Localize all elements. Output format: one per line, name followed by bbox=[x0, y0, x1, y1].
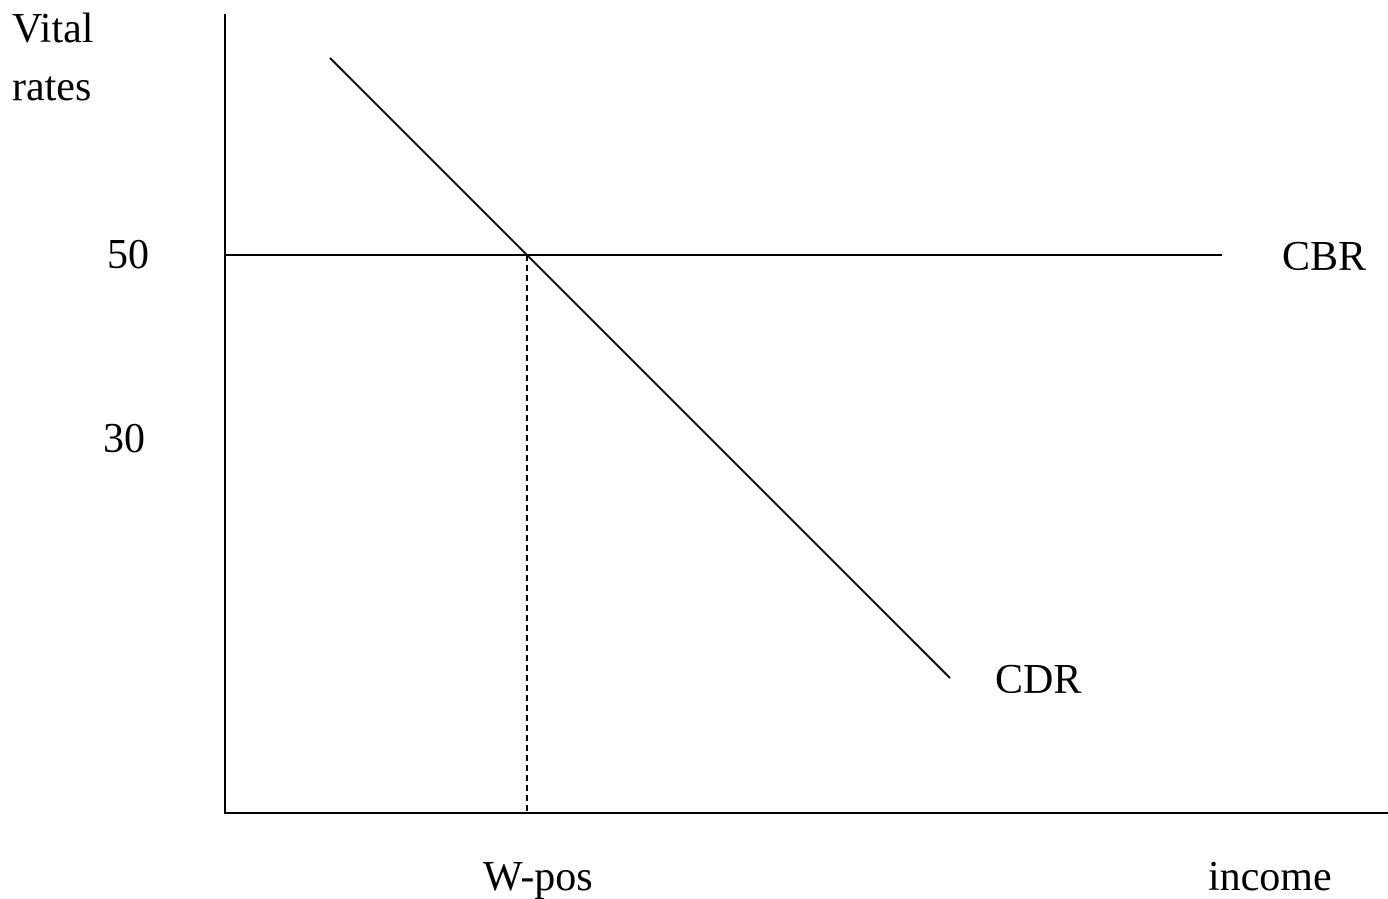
curve-label: CDR bbox=[995, 657, 1081, 703]
y-tick-label: 30 bbox=[103, 416, 145, 462]
x-axis-label: income bbox=[1208, 854, 1332, 899]
y-tick-label: 50 bbox=[107, 232, 149, 278]
x-marker-label: W-pos bbox=[483, 854, 593, 899]
curve-label: CBR bbox=[1282, 234, 1366, 280]
cdr-line bbox=[329, 57, 951, 679]
y-axis-label: rates bbox=[12, 64, 91, 110]
y-axis-label: Vital bbox=[12, 6, 93, 52]
